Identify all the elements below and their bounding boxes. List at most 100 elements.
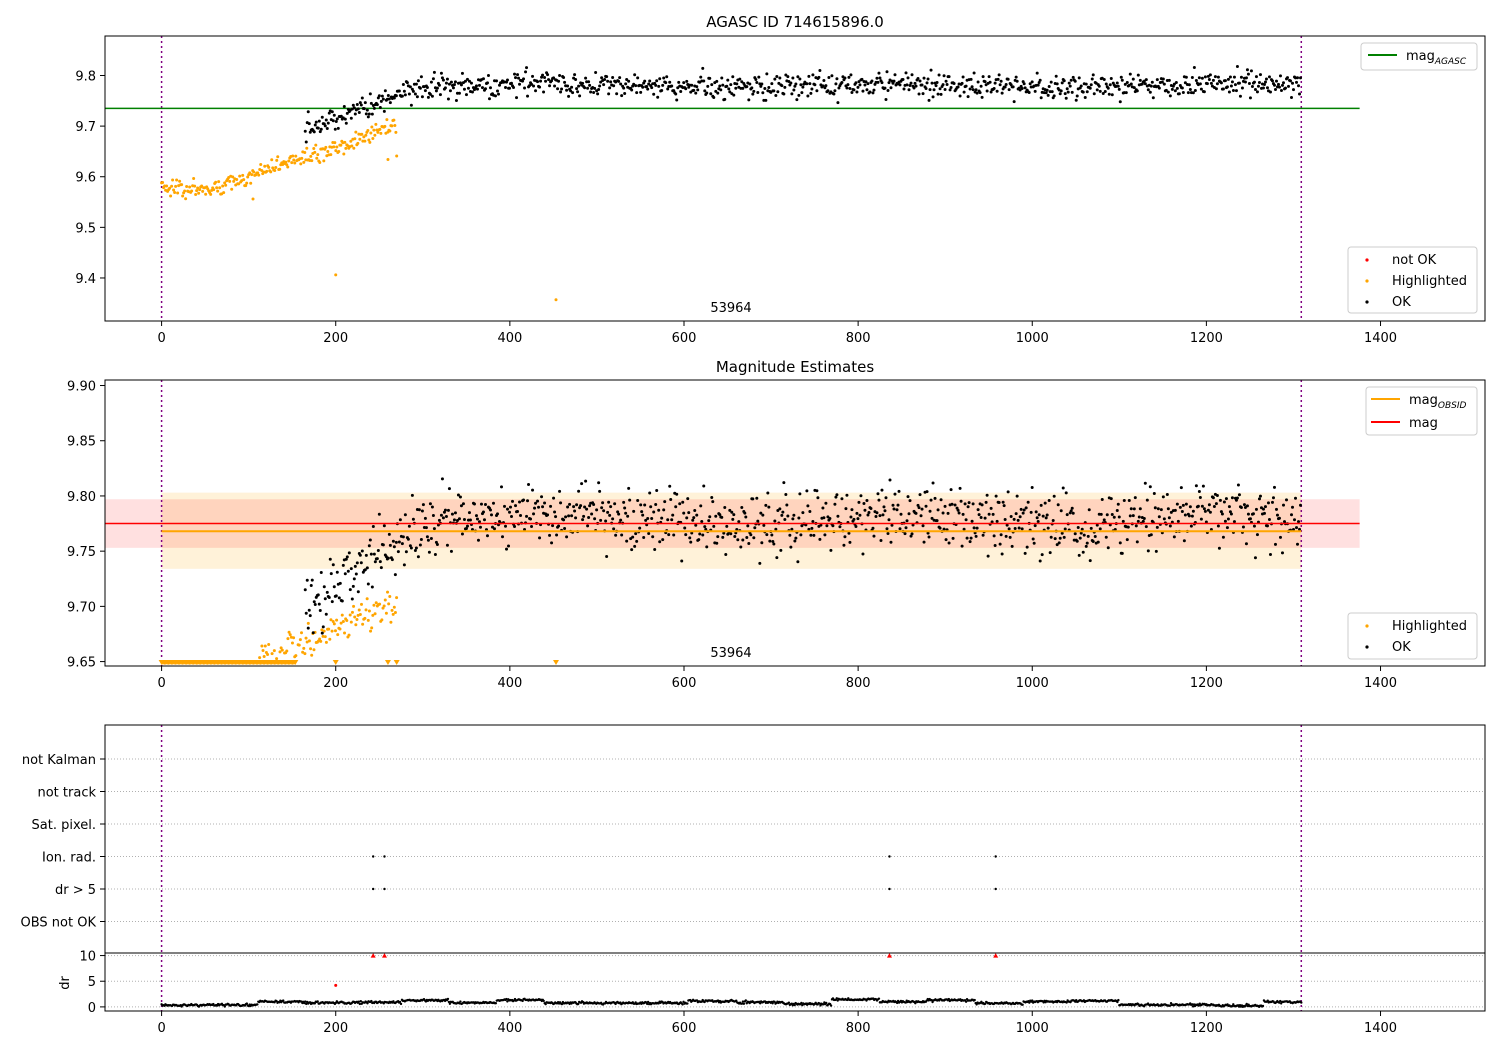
data-point-highlighted <box>278 650 282 654</box>
data-point-ok <box>598 489 602 493</box>
data-point-ok <box>1168 94 1172 98</box>
data-point-ok <box>530 525 534 529</box>
data-point-ok <box>699 504 703 508</box>
data-point-ok <box>919 514 923 518</box>
data-point-ok <box>583 505 587 509</box>
data-point-ok <box>833 502 837 506</box>
data-point-highlighted <box>190 189 194 193</box>
data-point-ok <box>1297 520 1301 524</box>
data-point-highlighted <box>293 161 297 165</box>
data-point-ok <box>477 83 481 87</box>
data-point-ok <box>630 88 634 92</box>
data-point-ok <box>714 89 718 93</box>
data-point-ok <box>715 79 719 83</box>
data-point-highlighted <box>290 641 294 645</box>
data-point-ok <box>580 482 584 486</box>
data-point-ok <box>599 80 603 84</box>
x-tick-label: 1200 <box>1190 1021 1223 1036</box>
data-point-ok <box>992 87 996 91</box>
data-point-ok <box>318 609 322 613</box>
data-point-ok <box>1240 86 1244 90</box>
data-point-ok <box>1265 524 1269 528</box>
data-point-ok <box>532 84 536 88</box>
data-point-ok <box>691 518 695 522</box>
data-point-ok <box>357 110 361 114</box>
legend-label-ok: OK <box>1392 640 1411 655</box>
data-point-ok <box>1173 89 1177 93</box>
data-point-ok <box>583 86 587 90</box>
data-point-ok <box>1186 91 1190 95</box>
data-point-ok <box>1035 516 1039 520</box>
data-point-ok <box>930 516 934 520</box>
data-point-ok <box>1116 84 1120 88</box>
dr-point <box>686 1002 689 1005</box>
data-point-ok <box>313 123 317 127</box>
data-point-ok <box>388 543 392 547</box>
data-point-ok <box>435 86 439 90</box>
data-point-highlighted <box>392 118 396 122</box>
data-point-ok <box>1033 524 1037 528</box>
data-point-ok <box>319 127 323 131</box>
data-point-ok <box>588 83 592 87</box>
data-point-highlighted <box>260 168 264 172</box>
data-point-ok <box>960 544 964 548</box>
data-point-ok <box>850 90 854 94</box>
data-point-ok <box>799 83 803 87</box>
data-point-ok <box>989 90 993 94</box>
data-point-ok <box>508 86 512 90</box>
data-point-ok <box>860 77 864 81</box>
data-point-ok <box>1137 515 1141 519</box>
data-point-ok <box>990 520 994 524</box>
data-point-ok <box>1268 553 1272 557</box>
data-point-ok <box>684 533 688 537</box>
floor-marker <box>384 660 391 665</box>
data-point-ok <box>387 532 391 536</box>
data-point-ok <box>459 504 463 508</box>
data-point-ok <box>892 507 896 511</box>
data-point-ok <box>778 76 782 80</box>
x-tick-label: 1400 <box>1364 676 1397 691</box>
data-point-highlighted <box>330 629 334 633</box>
data-point-ok <box>378 560 382 564</box>
data-point-ok <box>858 513 862 517</box>
data-point-ok <box>324 612 328 616</box>
data-point-highlighted <box>354 130 358 134</box>
data-point-highlighted <box>235 178 239 182</box>
data-point-ok <box>1245 504 1249 508</box>
data-point-ok <box>822 78 826 82</box>
data-point-ok <box>638 526 642 530</box>
data-point-ok <box>464 93 468 97</box>
data-point-ok <box>933 496 937 500</box>
data-point-ok <box>635 539 639 543</box>
data-point-ok <box>939 498 943 502</box>
data-point-ok <box>956 508 960 512</box>
data-point-ok <box>1285 76 1289 80</box>
data-point-ok <box>581 81 585 85</box>
data-point-ok <box>497 83 501 87</box>
data-point-highlighted <box>212 188 216 192</box>
data-point-ok <box>321 625 325 629</box>
data-point-ok <box>584 76 588 80</box>
data-point-ok <box>1097 84 1101 88</box>
data-point-ok <box>532 512 536 516</box>
data-point-ok <box>1248 96 1252 100</box>
data-point-ok <box>1198 82 1202 86</box>
data-point-ok <box>1023 551 1027 555</box>
data-point-highlighted <box>337 150 341 154</box>
data-point-ok <box>842 543 846 547</box>
data-point-ok <box>325 590 329 594</box>
legend-marker-not-ok <box>1365 258 1369 262</box>
data-point-ok <box>372 106 376 110</box>
data-point-ok <box>349 567 353 571</box>
data-point-ok <box>481 77 485 81</box>
data-point-ok <box>398 518 402 522</box>
data-point-ok <box>646 87 650 91</box>
dr-point <box>506 1000 509 1003</box>
data-point-highlighted <box>294 154 298 158</box>
data-point-ok <box>538 85 542 89</box>
data-point-ok <box>890 523 894 527</box>
data-point-ok <box>672 533 676 537</box>
data-point-ok <box>634 532 638 536</box>
data-point-ok <box>759 511 763 515</box>
data-point-ok <box>1025 545 1029 549</box>
